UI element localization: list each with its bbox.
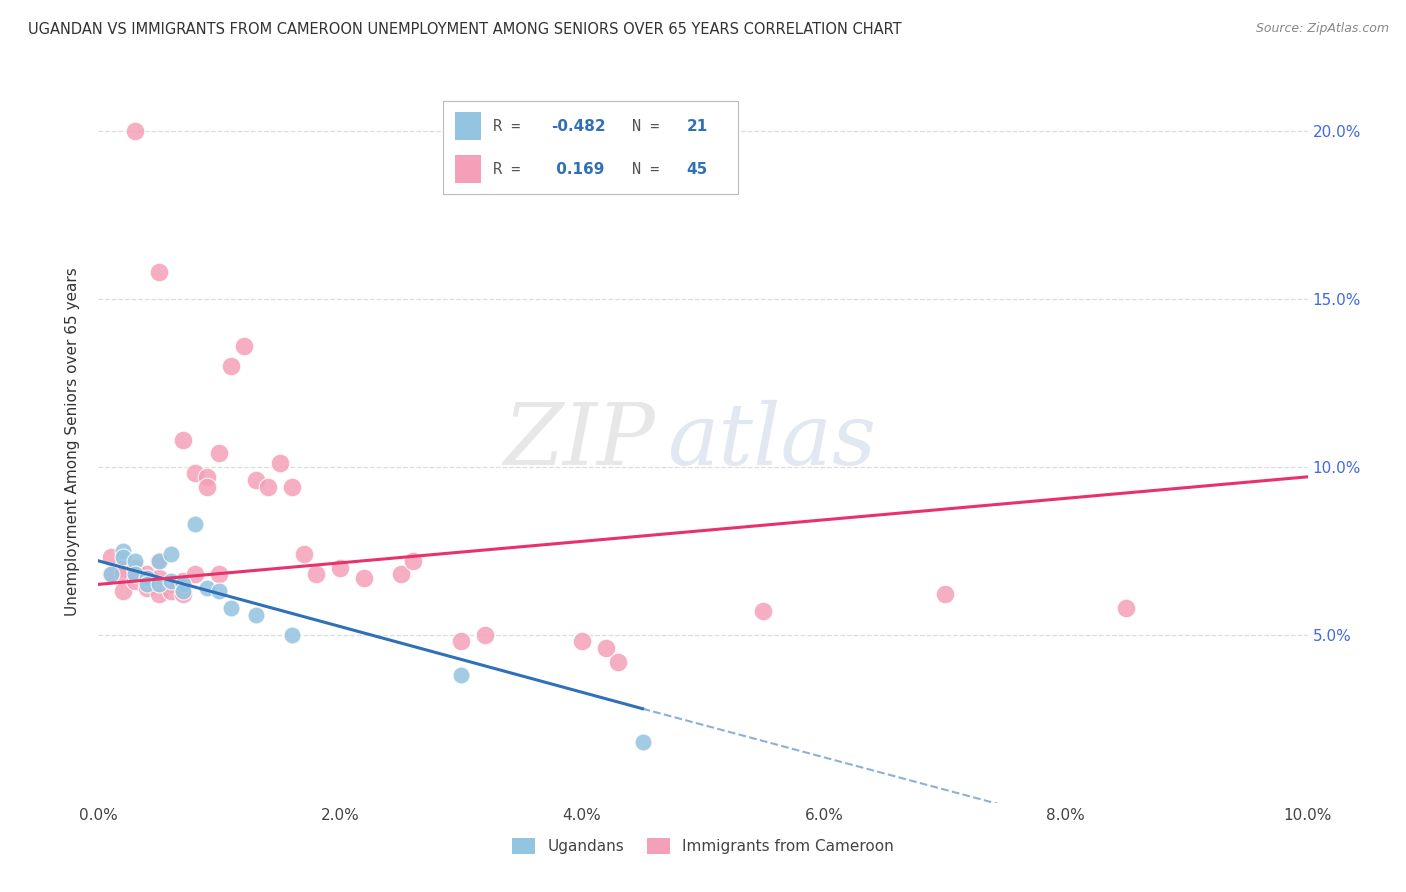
Point	[245, 607, 267, 622]
Point	[208, 584, 231, 599]
Point	[281, 480, 304, 494]
Point	[353, 571, 375, 585]
Point	[305, 567, 328, 582]
Point	[281, 628, 304, 642]
Point	[184, 516, 207, 531]
Point	[124, 567, 146, 582]
Text: 0.169: 0.169	[551, 161, 605, 177]
Point	[221, 600, 243, 615]
Text: UGANDAN VS IMMIGRANTS FROM CAMEROON UNEMPLOYMENT AMONG SENIORS OVER 65 YEARS COR: UGANDAN VS IMMIGRANTS FROM CAMEROON UNEM…	[28, 22, 901, 37]
Point	[172, 584, 194, 599]
Point	[148, 587, 170, 601]
Point	[100, 567, 122, 582]
Point	[135, 577, 157, 591]
Point	[124, 554, 146, 568]
Point	[100, 567, 122, 582]
Point	[474, 628, 496, 642]
Point	[934, 587, 956, 601]
Point	[172, 574, 194, 588]
Point	[329, 560, 352, 574]
Legend: Ugandans, Immigrants from Cameroon: Ugandans, Immigrants from Cameroon	[506, 832, 900, 860]
Point	[208, 446, 231, 460]
Point	[221, 359, 243, 373]
Point	[195, 581, 218, 595]
Point	[148, 577, 170, 591]
Text: Source: ZipAtlas.com: Source: ZipAtlas.com	[1256, 22, 1389, 36]
Point	[450, 668, 472, 682]
Text: N =: N =	[631, 119, 668, 134]
Text: R =: R =	[494, 161, 530, 177]
Point	[100, 550, 122, 565]
Point	[195, 480, 218, 494]
Point	[195, 470, 218, 484]
Point	[1115, 600, 1137, 615]
Point	[389, 567, 412, 582]
Point	[111, 567, 134, 582]
Point	[752, 604, 775, 618]
Point	[135, 571, 157, 585]
Point	[208, 567, 231, 582]
Point	[124, 124, 146, 138]
Text: 21: 21	[686, 119, 707, 134]
Point	[160, 574, 183, 588]
Text: -0.482: -0.482	[551, 119, 606, 134]
Point	[148, 554, 170, 568]
Point	[571, 634, 593, 648]
Point	[111, 560, 134, 574]
Text: N =: N =	[631, 161, 668, 177]
Point	[148, 554, 170, 568]
Text: 45: 45	[686, 161, 707, 177]
Point	[245, 473, 267, 487]
Point	[184, 567, 207, 582]
Text: ZIP: ZIP	[503, 401, 655, 483]
Bar	[454, 155, 481, 183]
Point	[172, 433, 194, 447]
Point	[111, 584, 134, 599]
Point	[160, 547, 183, 561]
Point	[124, 560, 146, 574]
Point	[148, 265, 170, 279]
Point	[160, 584, 183, 599]
Bar	[454, 112, 481, 140]
Point	[256, 480, 278, 494]
Point	[292, 547, 315, 561]
Point	[148, 571, 170, 585]
Point	[631, 735, 654, 749]
Point	[269, 456, 291, 470]
Point	[172, 577, 194, 591]
Point	[402, 554, 425, 568]
Text: R =: R =	[494, 119, 530, 134]
Point	[111, 550, 134, 565]
Point	[160, 577, 183, 591]
Point	[135, 581, 157, 595]
Point	[184, 467, 207, 481]
Text: atlas: atlas	[666, 401, 876, 483]
Y-axis label: Unemployment Among Seniors over 65 years: Unemployment Among Seniors over 65 years	[65, 268, 80, 615]
Point	[607, 655, 630, 669]
Point	[450, 634, 472, 648]
Point	[172, 587, 194, 601]
Point	[111, 543, 134, 558]
Point	[135, 567, 157, 582]
Point	[595, 641, 617, 656]
Point	[124, 574, 146, 588]
Point	[232, 339, 254, 353]
